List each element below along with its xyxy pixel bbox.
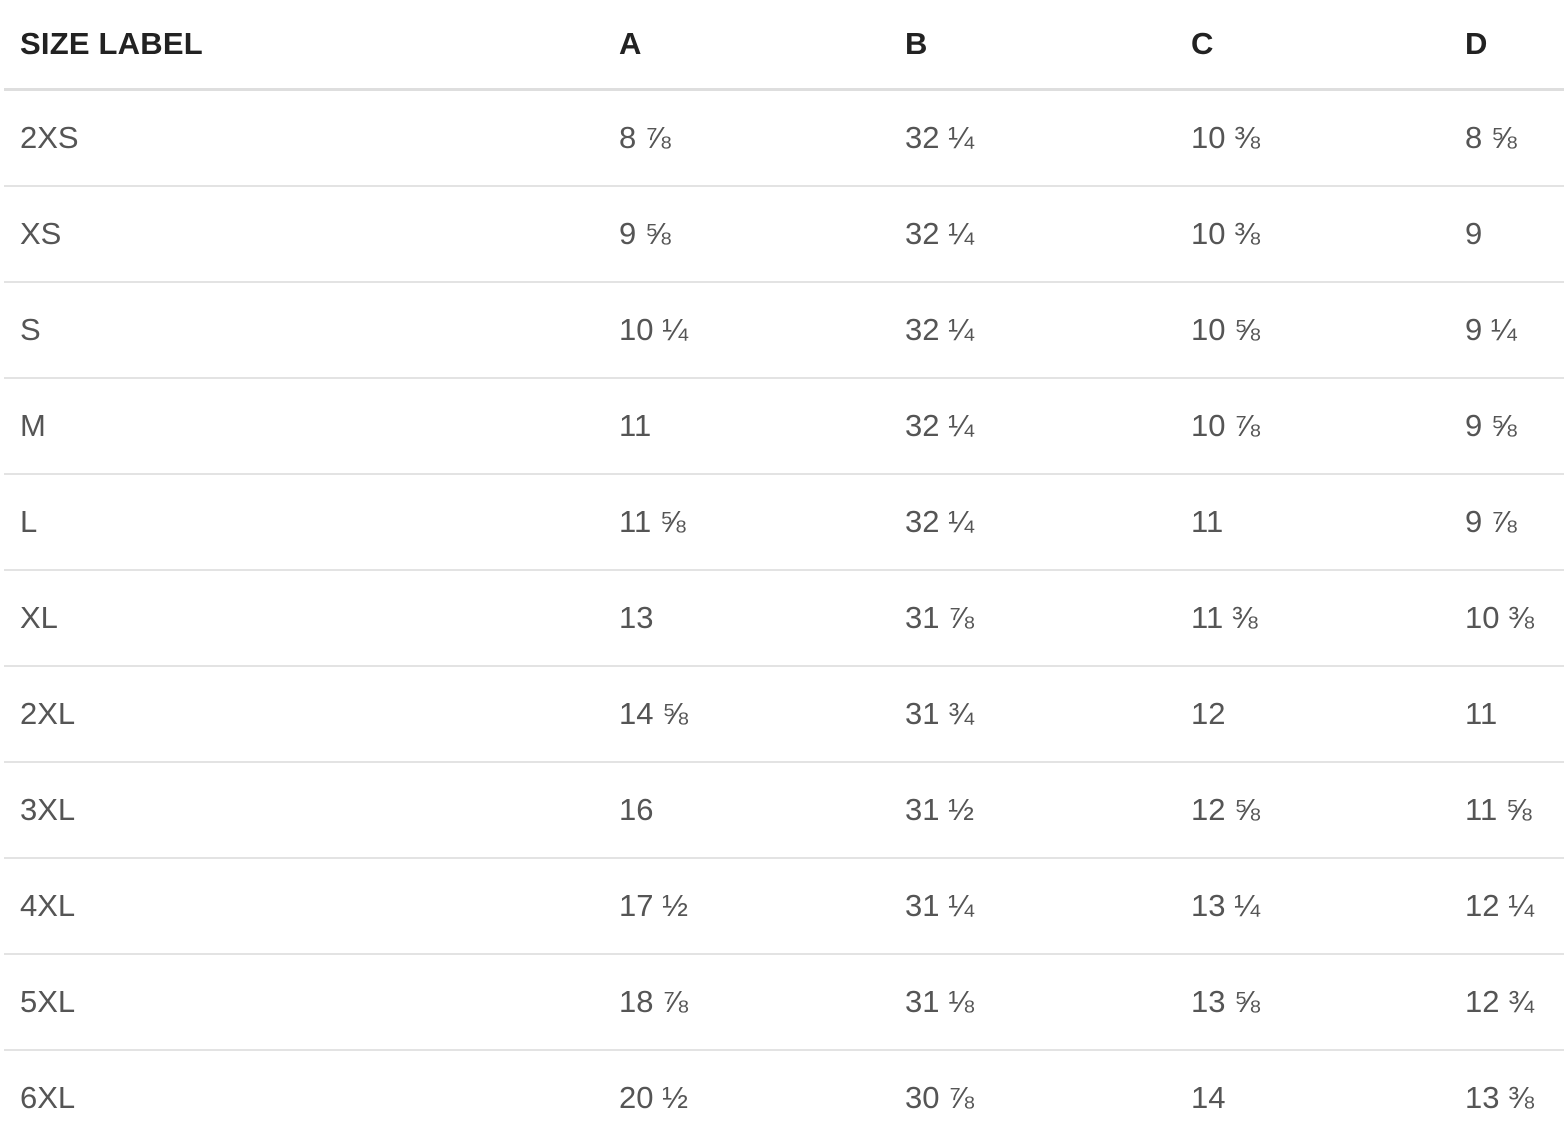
table-row: XS 9 ⅝ 32 ¼ 10 ⅜ 9 <box>4 186 1564 282</box>
table-row: XL 13 31 ⅞ 11 ⅜ 10 ⅜ <box>4 570 1564 666</box>
header-b: B <box>889 0 1175 90</box>
measure-b-cell: 31 ¾ <box>889 666 1175 762</box>
size-label-cell: 6XL <box>4 1050 603 1145</box>
size-label-cell: 2XL <box>4 666 603 762</box>
measure-d-cell: 9 <box>1449 186 1564 282</box>
measure-b-cell: 32 ¼ <box>889 90 1175 187</box>
measure-b-cell: 32 ¼ <box>889 474 1175 570</box>
measure-b-cell: 31 ¼ <box>889 858 1175 954</box>
table-row: 2XL 14 ⅝ 31 ¾ 12 11 <box>4 666 1564 762</box>
measure-a-cell: 14 ⅝ <box>603 666 889 762</box>
size-label-cell: S <box>4 282 603 378</box>
table-body: 2XS 8 ⅞ 32 ¼ 10 ⅜ 8 ⅝ XS 9 ⅝ 32 ¼ 10 ⅜ 9… <box>4 90 1564 1145</box>
measure-d-cell: 8 ⅝ <box>1449 90 1564 187</box>
size-label-cell: XS <box>4 186 603 282</box>
header-a: A <box>603 0 889 90</box>
measure-c-cell: 13 ⅝ <box>1175 954 1449 1050</box>
table-row: 4XL 17 ½ 31 ¼ 13 ¼ 12 ¼ <box>4 858 1564 954</box>
table-row: 2XS 8 ⅞ 32 ¼ 10 ⅜ 8 ⅝ <box>4 90 1564 187</box>
header-d: D <box>1449 0 1564 90</box>
measure-c-cell: 10 ⅝ <box>1175 282 1449 378</box>
measure-b-cell: 31 ½ <box>889 762 1175 858</box>
measure-d-cell: 11 <box>1449 666 1564 762</box>
measure-a-cell: 11 <box>603 378 889 474</box>
measure-a-cell: 8 ⅞ <box>603 90 889 187</box>
size-label-cell: 3XL <box>4 762 603 858</box>
measure-c-cell: 11 ⅜ <box>1175 570 1449 666</box>
measure-a-cell: 18 ⅞ <box>603 954 889 1050</box>
header-row: SIZE LABEL A B C D <box>4 0 1564 90</box>
size-chart-table: SIZE LABEL A B C D 2XS 8 ⅞ 32 ¼ 10 ⅜ 8 ⅝… <box>4 0 1564 1145</box>
table-row: L 11 ⅝ 32 ¼ 11 9 ⅞ <box>4 474 1564 570</box>
table-row: M 11 32 ¼ 10 ⅞ 9 ⅝ <box>4 378 1564 474</box>
measure-b-cell: 32 ¼ <box>889 186 1175 282</box>
measure-d-cell: 12 ¼ <box>1449 858 1564 954</box>
measure-c-cell: 12 <box>1175 666 1449 762</box>
header-c: C <box>1175 0 1449 90</box>
measure-d-cell: 9 ⅞ <box>1449 474 1564 570</box>
measure-a-cell: 17 ½ <box>603 858 889 954</box>
measure-a-cell: 9 ⅝ <box>603 186 889 282</box>
measure-a-cell: 20 ½ <box>603 1050 889 1145</box>
measure-d-cell: 9 ⅝ <box>1449 378 1564 474</box>
measure-c-cell: 11 <box>1175 474 1449 570</box>
size-label-cell: 5XL <box>4 954 603 1050</box>
measure-d-cell: 11 ⅝ <box>1449 762 1564 858</box>
table-header: SIZE LABEL A B C D <box>4 0 1564 90</box>
table-row: S 10 ¼ 32 ¼ 10 ⅝ 9 ¼ <box>4 282 1564 378</box>
measure-d-cell: 12 ¾ <box>1449 954 1564 1050</box>
size-label-cell: 4XL <box>4 858 603 954</box>
measure-a-cell: 16 <box>603 762 889 858</box>
measure-c-cell: 10 ⅜ <box>1175 186 1449 282</box>
measure-a-cell: 13 <box>603 570 889 666</box>
measure-b-cell: 31 ⅛ <box>889 954 1175 1050</box>
size-label-cell: L <box>4 474 603 570</box>
measure-d-cell: 9 ¼ <box>1449 282 1564 378</box>
table-row: 3XL 16 31 ½ 12 ⅝ 11 ⅝ <box>4 762 1564 858</box>
measure-d-cell: 10 ⅜ <box>1449 570 1564 666</box>
measure-b-cell: 32 ¼ <box>889 378 1175 474</box>
measure-a-cell: 11 ⅝ <box>603 474 889 570</box>
header-size-label: SIZE LABEL <box>4 0 603 90</box>
measure-b-cell: 31 ⅞ <box>889 570 1175 666</box>
size-label-cell: 2XS <box>4 90 603 187</box>
table-row: 5XL 18 ⅞ 31 ⅛ 13 ⅝ 12 ¾ <box>4 954 1564 1050</box>
size-label-cell: XL <box>4 570 603 666</box>
measure-a-cell: 10 ¼ <box>603 282 889 378</box>
measure-c-cell: 10 ⅜ <box>1175 90 1449 187</box>
measure-b-cell: 32 ¼ <box>889 282 1175 378</box>
measure-c-cell: 14 <box>1175 1050 1449 1145</box>
measure-c-cell: 12 ⅝ <box>1175 762 1449 858</box>
measure-b-cell: 30 ⅞ <box>889 1050 1175 1145</box>
measure-d-cell: 13 ⅜ <box>1449 1050 1564 1145</box>
table-row: 6XL 20 ½ 30 ⅞ 14 13 ⅜ <box>4 1050 1564 1145</box>
measure-c-cell: 13 ¼ <box>1175 858 1449 954</box>
size-label-cell: M <box>4 378 603 474</box>
measure-c-cell: 10 ⅞ <box>1175 378 1449 474</box>
